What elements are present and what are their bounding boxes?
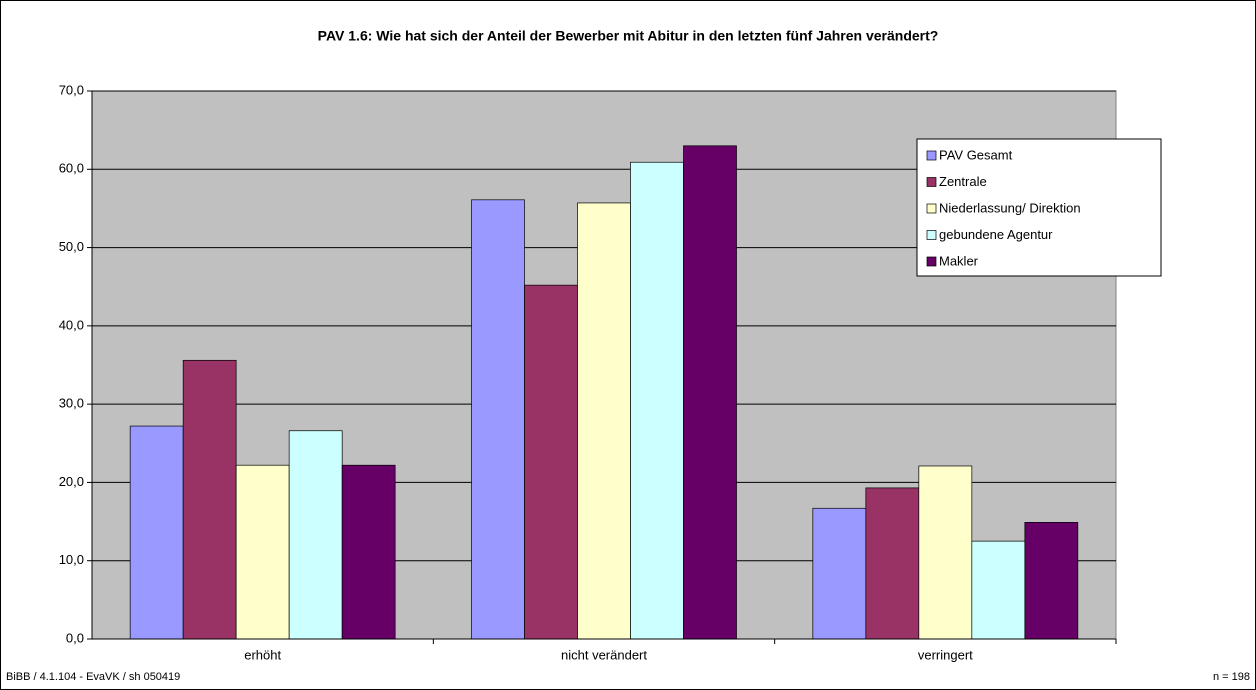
bar xyxy=(683,145,737,640)
legend-label: gebundene Agentur xyxy=(939,227,1053,242)
x-tick-label: verringert xyxy=(918,647,973,662)
y-tick-label: 40,0 xyxy=(59,317,84,332)
bar xyxy=(577,202,631,640)
footnote: BiBB / 4.1.104 - EvaVK / sh 050419 xyxy=(6,671,180,683)
x-tick-label: nicht verändert xyxy=(561,647,647,662)
legend-swatch xyxy=(926,256,937,267)
bar xyxy=(182,359,237,640)
bar xyxy=(129,425,184,640)
footnote: n = 198 xyxy=(1213,671,1250,683)
y-tick-label: 70,0 xyxy=(59,82,84,97)
bar xyxy=(865,487,920,640)
bar xyxy=(1024,522,1079,640)
bar xyxy=(288,430,343,640)
legend-swatch xyxy=(926,177,937,187)
legend-swatch xyxy=(926,230,937,240)
y-tick-label: 30,0 xyxy=(59,396,84,411)
bar xyxy=(471,199,525,640)
bar xyxy=(918,465,973,640)
bar xyxy=(524,284,578,640)
y-tick-label: 60,0 xyxy=(59,161,84,176)
bar xyxy=(235,464,290,640)
legend-box xyxy=(916,138,1162,277)
legend-swatch xyxy=(926,150,937,161)
y-tick-label: 0,0 xyxy=(66,630,84,645)
bar xyxy=(341,464,396,640)
y-tick-label: 20,0 xyxy=(59,474,84,489)
x-tick-label: erhöht xyxy=(244,647,281,662)
chart-title: PAV 1.6: Wie hat sich der Anteil der Bew… xyxy=(318,28,939,44)
bar xyxy=(971,540,1026,640)
legend-label: PAV Gesamt xyxy=(939,147,1013,162)
y-tick-label: 10,0 xyxy=(59,552,84,567)
legend-label: Makler xyxy=(939,253,979,268)
legend-label: Niederlassung/ Direktion xyxy=(939,200,1081,215)
bar xyxy=(630,161,684,640)
legend-label: Zentrale xyxy=(939,174,987,189)
legend-swatch xyxy=(926,203,937,214)
y-tick-label: 50,0 xyxy=(59,239,84,254)
bar xyxy=(812,507,867,640)
